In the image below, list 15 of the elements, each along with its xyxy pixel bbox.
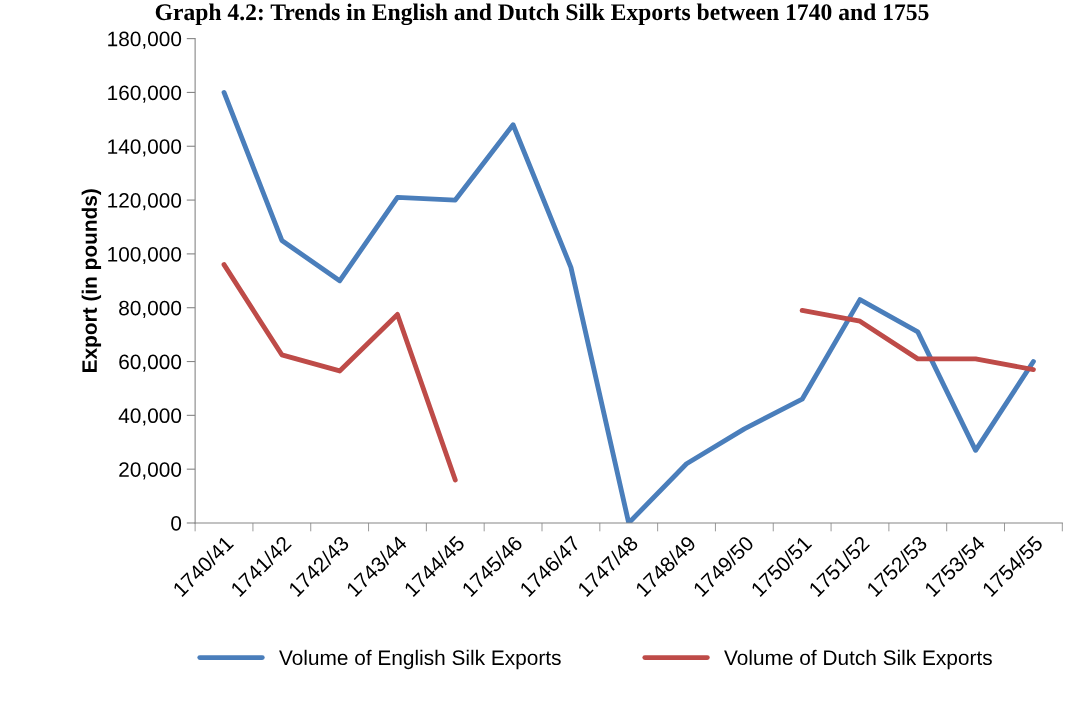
y-tick-label: 160,000 — [108, 85, 182, 103]
y-tick-label: 180,000 — [108, 31, 182, 49]
y-tick-label: 0 — [171, 515, 182, 531]
chart-title: Graph 4.2: Trends in English and Dutch Silk Exports between 1740 and 1755 — [155, 3, 929, 26]
y-axis-title: Export (in pounds) — [81, 189, 102, 372]
y-tick-label: 60,000 — [119, 354, 182, 372]
y-tick-label: 140,000 — [108, 139, 182, 157]
y-tick-label: 20,000 — [119, 462, 182, 480]
y-tick-label: 80,000 — [119, 300, 182, 318]
y-tick-label: 40,000 — [118, 408, 182, 426]
legend-label: Volume of Dutch Silk Exports — [724, 649, 992, 670]
line-series — [221, 90, 1036, 523]
legend-label: Volume of English Silk Exports — [279, 649, 561, 670]
y-tick-label: 100,000 — [108, 246, 182, 265]
y-tick-label: 120,000 — [108, 193, 182, 211]
